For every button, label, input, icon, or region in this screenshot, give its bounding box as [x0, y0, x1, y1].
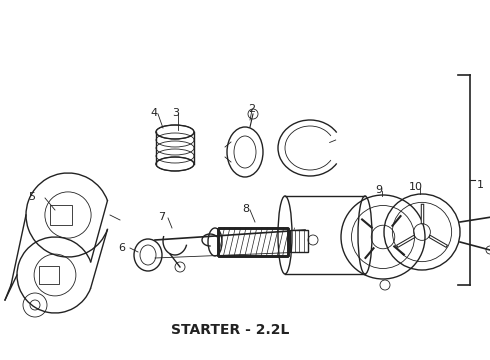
- Text: 10: 10: [409, 182, 423, 192]
- Bar: [218, 228, 288, 256]
- Bar: [290, 230, 308, 252]
- Bar: [218, 228, 288, 256]
- Bar: [50, 205, 72, 225]
- Text: STARTER - 2.2L: STARTER - 2.2L: [171, 323, 289, 337]
- Text: 9: 9: [375, 185, 382, 195]
- Bar: [218, 228, 288, 256]
- Bar: [218, 228, 288, 256]
- Text: 6: 6: [118, 243, 125, 253]
- Bar: [218, 228, 288, 256]
- Bar: [218, 228, 288, 256]
- Bar: [218, 228, 288, 256]
- Text: 5: 5: [28, 192, 35, 202]
- Bar: [218, 228, 288, 256]
- Text: 3: 3: [172, 108, 179, 118]
- Bar: [218, 228, 288, 256]
- Text: 7: 7: [158, 212, 165, 222]
- Bar: [218, 228, 288, 256]
- Bar: [218, 228, 288, 256]
- Text: 8: 8: [242, 204, 249, 214]
- Text: 1: 1: [477, 180, 484, 190]
- Text: 2: 2: [248, 104, 255, 114]
- Bar: [39, 266, 59, 284]
- Text: 4: 4: [150, 108, 157, 118]
- Bar: [218, 228, 288, 256]
- Bar: [218, 228, 288, 256]
- Bar: [218, 228, 288, 256]
- Bar: [218, 228, 288, 256]
